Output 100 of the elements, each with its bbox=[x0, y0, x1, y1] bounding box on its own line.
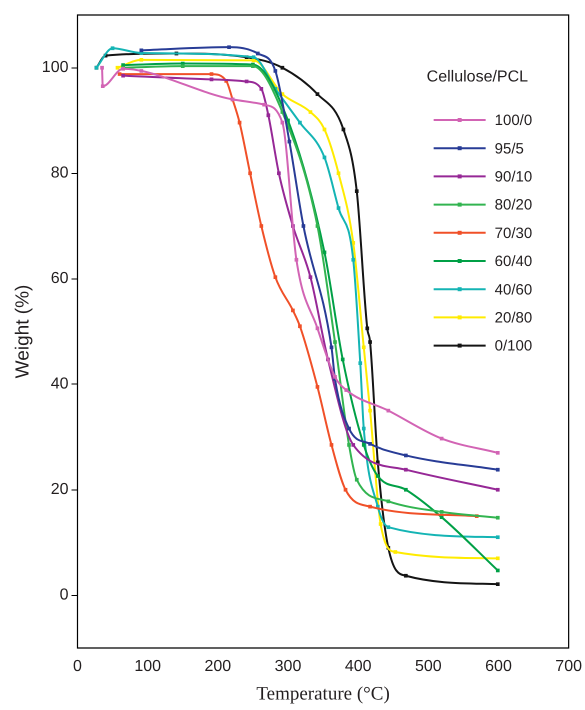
y-axis-title: Weight (%) bbox=[12, 284, 34, 378]
x-tick-label: 700 bbox=[555, 658, 582, 676]
x-tick-label: 600 bbox=[485, 658, 512, 676]
legend-label: 90/10 bbox=[494, 168, 532, 186]
legend-label: 95/5 bbox=[494, 140, 524, 158]
point bbox=[496, 535, 500, 540]
point bbox=[404, 488, 408, 492]
point bbox=[496, 488, 500, 492]
point bbox=[322, 156, 326, 160]
point bbox=[308, 110, 312, 114]
point bbox=[140, 58, 144, 62]
point bbox=[116, 66, 120, 70]
point bbox=[351, 443, 356, 447]
y-tick-label: 0 bbox=[60, 586, 69, 604]
point bbox=[298, 324, 302, 328]
point bbox=[336, 171, 340, 176]
point bbox=[121, 74, 125, 78]
x-tick-label: 500 bbox=[414, 658, 442, 676]
point bbox=[368, 340, 372, 344]
point bbox=[368, 408, 372, 412]
point bbox=[302, 224, 306, 228]
point bbox=[354, 478, 359, 482]
point bbox=[336, 206, 340, 210]
x-tick-label: 0 bbox=[73, 658, 82, 676]
legend-label: 40/60 bbox=[494, 281, 532, 298]
legend-label: 100/0 bbox=[494, 112, 532, 130]
point bbox=[259, 224, 264, 228]
x-tick-label: 400 bbox=[344, 658, 372, 676]
point bbox=[266, 113, 270, 118]
point bbox=[347, 443, 351, 447]
point bbox=[274, 275, 278, 280]
point bbox=[362, 345, 366, 350]
point bbox=[294, 258, 298, 262]
point bbox=[368, 504, 372, 508]
point bbox=[100, 66, 104, 70]
x-axis-title: Temperature (°C) bbox=[256, 684, 390, 705]
point bbox=[316, 385, 320, 389]
point bbox=[354, 189, 359, 194]
point bbox=[333, 340, 337, 344]
x-tick-label: 200 bbox=[204, 658, 232, 676]
legend-label: 20/80 bbox=[494, 310, 532, 327]
point bbox=[308, 275, 312, 280]
point bbox=[496, 582, 500, 586]
point bbox=[347, 426, 351, 430]
y-tick-label: 20 bbox=[50, 481, 69, 498]
point bbox=[262, 102, 266, 107]
point bbox=[316, 92, 320, 96]
point bbox=[404, 574, 408, 578]
point bbox=[351, 258, 356, 262]
point bbox=[386, 525, 390, 530]
point bbox=[496, 468, 500, 472]
point bbox=[280, 120, 284, 124]
point bbox=[322, 128, 326, 132]
point bbox=[256, 52, 260, 56]
point bbox=[252, 55, 256, 60]
point bbox=[368, 442, 372, 446]
y-tick-label: 60 bbox=[50, 270, 69, 288]
point bbox=[404, 454, 408, 458]
point bbox=[404, 468, 408, 472]
y-tick-label: 40 bbox=[50, 376, 69, 393]
point bbox=[496, 450, 500, 455]
legend-label: 80/20 bbox=[494, 196, 532, 214]
point bbox=[496, 516, 500, 520]
point bbox=[118, 72, 122, 76]
point bbox=[340, 358, 345, 362]
point bbox=[344, 388, 348, 392]
point bbox=[362, 443, 366, 447]
point bbox=[440, 510, 444, 514]
point bbox=[298, 120, 302, 124]
point bbox=[110, 46, 114, 50]
point bbox=[376, 474, 380, 478]
point bbox=[440, 436, 444, 440]
point bbox=[100, 84, 105, 88]
point bbox=[259, 87, 264, 91]
point bbox=[180, 64, 185, 68]
point bbox=[496, 568, 500, 572]
point bbox=[244, 80, 248, 84]
x-tick-label: 100 bbox=[134, 658, 162, 676]
point bbox=[238, 120, 242, 124]
x-tick-label: 300 bbox=[274, 658, 302, 676]
point bbox=[394, 550, 398, 554]
point bbox=[342, 128, 346, 132]
legend-label: 70/30 bbox=[494, 224, 532, 242]
legend-label: 60/40 bbox=[494, 253, 532, 270]
point bbox=[280, 66, 284, 70]
point bbox=[330, 345, 334, 350]
point bbox=[274, 69, 278, 73]
point bbox=[330, 443, 334, 447]
point bbox=[386, 500, 390, 504]
point bbox=[291, 308, 295, 312]
y-tick-label: 80 bbox=[50, 164, 69, 182]
point bbox=[365, 326, 370, 330]
point bbox=[496, 556, 500, 560]
legend-label: 0/100 bbox=[494, 338, 532, 355]
legend-title: Cellulose/PCL bbox=[426, 68, 528, 86]
point bbox=[140, 48, 144, 52]
point bbox=[248, 171, 252, 176]
y-tick-label: 100 bbox=[42, 59, 69, 76]
point bbox=[277, 171, 281, 176]
point bbox=[358, 361, 362, 365]
